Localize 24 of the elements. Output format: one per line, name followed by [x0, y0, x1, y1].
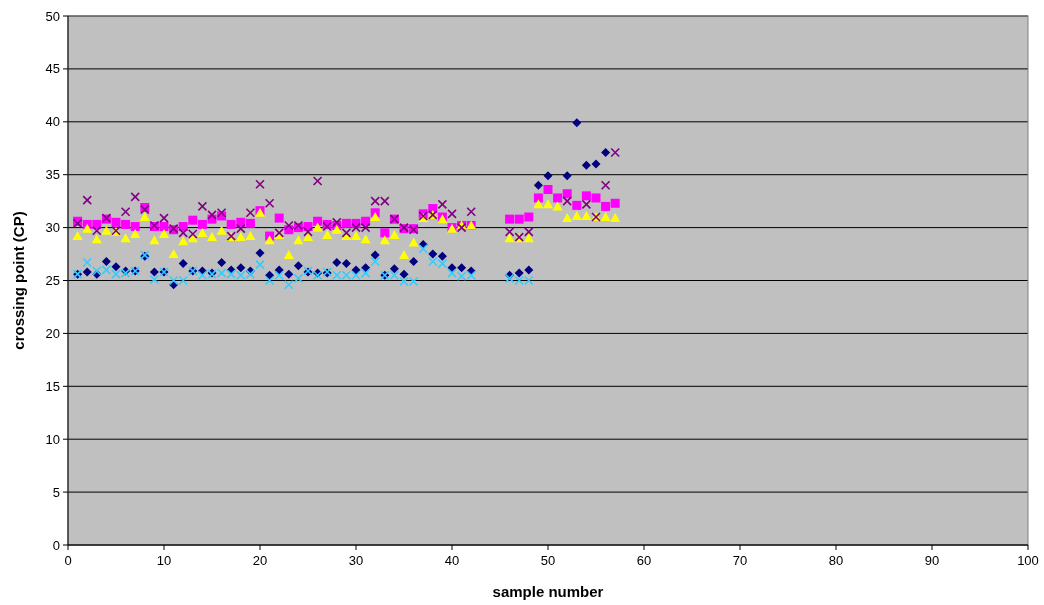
x-tick-label: 10: [156, 553, 172, 568]
x-axis-title: sample number: [492, 583, 604, 600]
x-tick-label: 60: [636, 553, 652, 568]
y-tick-label: 30: [45, 220, 60, 236]
x-tick-label: 30: [348, 553, 364, 568]
y-axis-title: crossing point (CP): [10, 211, 27, 350]
y-tick-label: 0: [52, 537, 60, 553]
y-tick-label: 5: [52, 484, 60, 500]
y-tick-label: 15: [45, 378, 60, 394]
x-tick-label: 100: [1017, 553, 1039, 568]
y-tick-label: 35: [45, 167, 60, 183]
y-tick-label: 50: [45, 8, 60, 24]
x-tick-label: 90: [924, 553, 940, 568]
x-tick-label: 40: [444, 553, 460, 568]
y-tick-label: 25: [45, 273, 60, 289]
y-tick-label: 20: [45, 325, 60, 341]
x-tick-label: 0: [64, 553, 72, 568]
y-tick-label: 40: [45, 114, 60, 130]
x-tick-label: 20: [252, 553, 268, 568]
y-tick-label: 10: [45, 431, 60, 447]
x-tick-label: 70: [732, 553, 748, 568]
x-tick-label: 80: [828, 553, 844, 568]
x-tick-label: 50: [540, 553, 556, 568]
y-tick-label: 45: [45, 61, 60, 77]
